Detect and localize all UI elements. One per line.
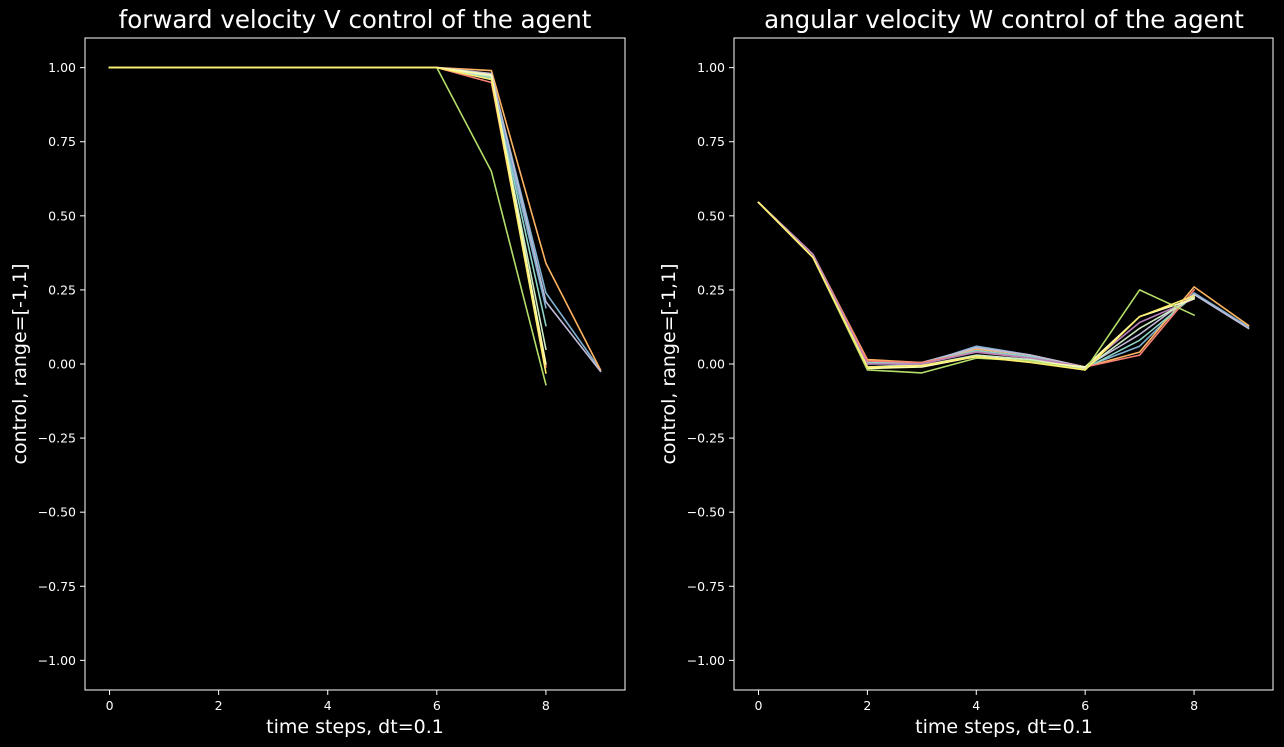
series-line [757,201,1196,368]
chart-title: forward velocity V control of the agent [119,5,592,34]
y-tick-label: −0.25 [38,431,76,446]
y-tick-label: 0.25 [48,282,76,297]
forward-velocity-panel: forward velocity V control of the agent … [9,5,626,738]
series-lines [108,66,602,386]
y-tick-label: 0.50 [48,208,76,223]
x-ticks: 0 2 4 6 8 [106,690,550,713]
y-axis-label: control, range=[-1,1] [9,263,31,464]
series-line [757,201,1196,371]
y-tick-label: 0.75 [697,134,725,149]
x-axis-label: time steps, dt=0.1 [266,716,444,738]
x-tick-label: 0 [755,698,763,713]
y-tick-label: −1.00 [687,653,725,668]
y-ticks: 1.00 0.75 0.50 0.25 0.00 −0.25 −0.50 −0.75 −1.00 [687,60,734,668]
axes-frame [84,37,626,691]
x-tick-label: 6 [433,698,441,713]
x-tick-label: 6 [1081,698,1089,713]
x-tick-label: 4 [324,698,332,713]
y-tick-label: 0.50 [697,208,725,223]
y-tick-label: 0.00 [697,357,725,372]
axes-frame [733,37,1274,691]
x-tick-label: 8 [542,698,550,713]
y-tick-label: 0.75 [48,134,76,149]
x-tick-label: 2 [215,698,223,713]
x-tick-label: 2 [863,698,871,713]
y-tick-label: 0.25 [697,282,725,297]
y-tick-label: −0.75 [38,579,76,594]
x-tick-label: 8 [1190,698,1198,713]
x-axis-label: time steps, dt=0.1 [915,716,1093,738]
y-tick-label: 1.00 [48,60,76,75]
y-tick-label: −0.50 [38,505,76,520]
angular-velocity-panel: angular velocity W control of the agent … [658,5,1274,738]
chart-title: angular velocity W control of the agent [764,5,1244,34]
y-tick-label: −1.00 [38,653,76,668]
y-tick-label: 1.00 [697,60,725,75]
y-ticks: 1.00 0.75 0.50 0.25 0.00 −0.25 −0.50 −0.75 −1.00 [38,60,85,668]
x-tick-label: 0 [106,698,114,713]
y-axis-label: control, range=[-1,1] [658,263,680,464]
series-line [108,66,547,374]
x-ticks: 0 2 4 6 8 [755,690,1198,713]
y-tick-label: −0.50 [687,505,725,520]
x-tick-label: 4 [972,698,980,713]
y-tick-label: −0.75 [687,579,725,594]
y-tick-label: 0.00 [48,357,76,372]
series-lines [757,201,1250,374]
y-tick-label: −0.25 [687,431,725,446]
